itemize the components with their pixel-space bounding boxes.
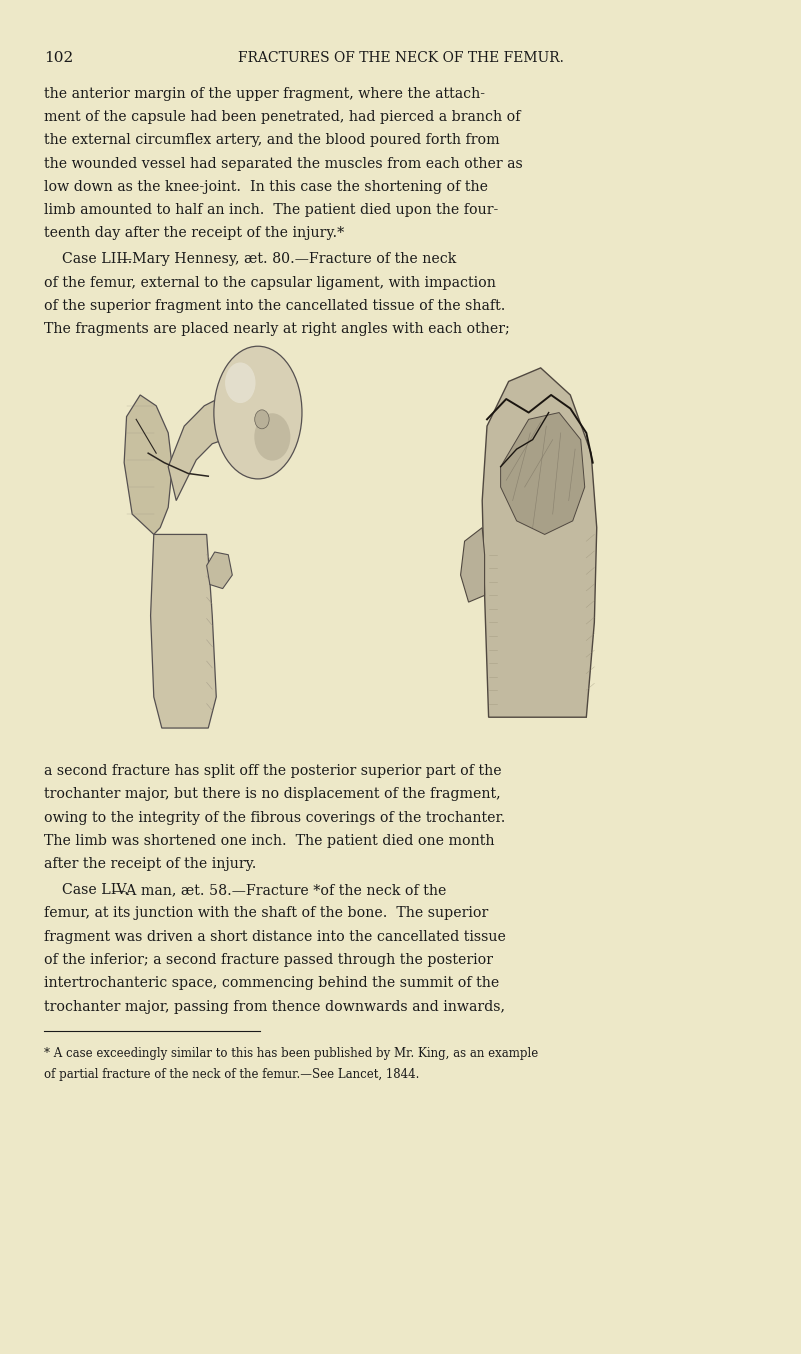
Text: after the receipt of the injury.: after the receipt of the injury. <box>44 857 256 871</box>
Text: owing to the integrity of the fibrous coverings of the trochanter.: owing to the integrity of the fibrous co… <box>44 811 505 825</box>
Ellipse shape <box>255 413 291 460</box>
Polygon shape <box>461 528 485 603</box>
Text: the wounded vessel had separated the muscles from each other as: the wounded vessel had separated the mus… <box>44 157 523 171</box>
Text: low down as the knee-joint.  In this case the shortening of the: low down as the knee-joint. In this case… <box>44 180 488 194</box>
Text: the external circumflex artery, and the blood poured forth from: the external circumflex artery, and the … <box>44 133 500 148</box>
Text: —A man, æt. 58.—Fracture *of the neck of the: —A man, æt. 58.—Fracture *of the neck of… <box>112 883 447 898</box>
Text: fragment was driven a short distance into the cancellated tissue: fragment was driven a short distance int… <box>44 930 506 944</box>
Polygon shape <box>207 552 232 589</box>
Text: The fragments are placed nearly at right angles with each other;: The fragments are placed nearly at right… <box>44 322 509 336</box>
Text: teenth day after the receipt of the injury.*: teenth day after the receipt of the inju… <box>44 226 344 241</box>
Text: the anterior margin of the upper fragment, where the attach-: the anterior margin of the upper fragmen… <box>44 87 485 100</box>
Text: The limb was shortened one inch.  The patient died one month: The limb was shortened one inch. The pat… <box>44 834 494 848</box>
Text: 102: 102 <box>44 51 74 65</box>
Polygon shape <box>151 535 216 728</box>
Text: limb amounted to half an inch.  The patient died upon the four-: limb amounted to half an inch. The patie… <box>44 203 498 217</box>
Text: FRACTURES OF THE NECK OF THE FEMUR.: FRACTURES OF THE NECK OF THE FEMUR. <box>238 51 563 65</box>
Text: —Mary Hennesy, æt. 80.—Fracture of the neck: —Mary Hennesy, æt. 80.—Fracture of the n… <box>118 252 456 267</box>
Text: intertrochanteric space, commencing behind the summit of the: intertrochanteric space, commencing behi… <box>44 976 499 990</box>
Ellipse shape <box>225 363 256 403</box>
Text: of partial fracture of the neck of the femur.—See Lancet, 1844.: of partial fracture of the neck of the f… <box>44 1068 420 1080</box>
Text: of the femur, external to the capsular ligament, with impaction: of the femur, external to the capsular l… <box>44 276 496 290</box>
Text: trochanter major, passing from thence downwards and inwards,: trochanter major, passing from thence do… <box>44 999 505 1014</box>
Polygon shape <box>124 395 172 535</box>
Text: of the superior fragment into the cancellated tissue of the shaft.: of the superior fragment into the cancel… <box>44 299 505 313</box>
Text: Case LIII.: Case LIII. <box>44 252 132 267</box>
Polygon shape <box>501 413 585 535</box>
Text: ment of the capsule had been penetrated, had pierced a branch of: ment of the capsule had been penetrated,… <box>44 110 521 125</box>
Ellipse shape <box>214 347 302 479</box>
Text: a second fracture has split off the posterior superior part of the: a second fracture has split off the post… <box>44 764 501 779</box>
Text: of the inferior; a second fracture passed through the posterior: of the inferior; a second fracture passe… <box>44 953 493 967</box>
Text: femur, at its junction with the shaft of the bone.  The superior: femur, at its junction with the shaft of… <box>44 906 489 921</box>
Polygon shape <box>168 393 244 501</box>
Polygon shape <box>482 368 597 718</box>
Text: Case LIV.: Case LIV. <box>44 883 129 898</box>
Ellipse shape <box>255 410 269 429</box>
Text: trochanter major, but there is no displacement of the fragment,: trochanter major, but there is no displa… <box>44 787 501 802</box>
Text: * A case exceedingly similar to this has been published by Mr. King, as an examp: * A case exceedingly similar to this has… <box>44 1047 538 1060</box>
